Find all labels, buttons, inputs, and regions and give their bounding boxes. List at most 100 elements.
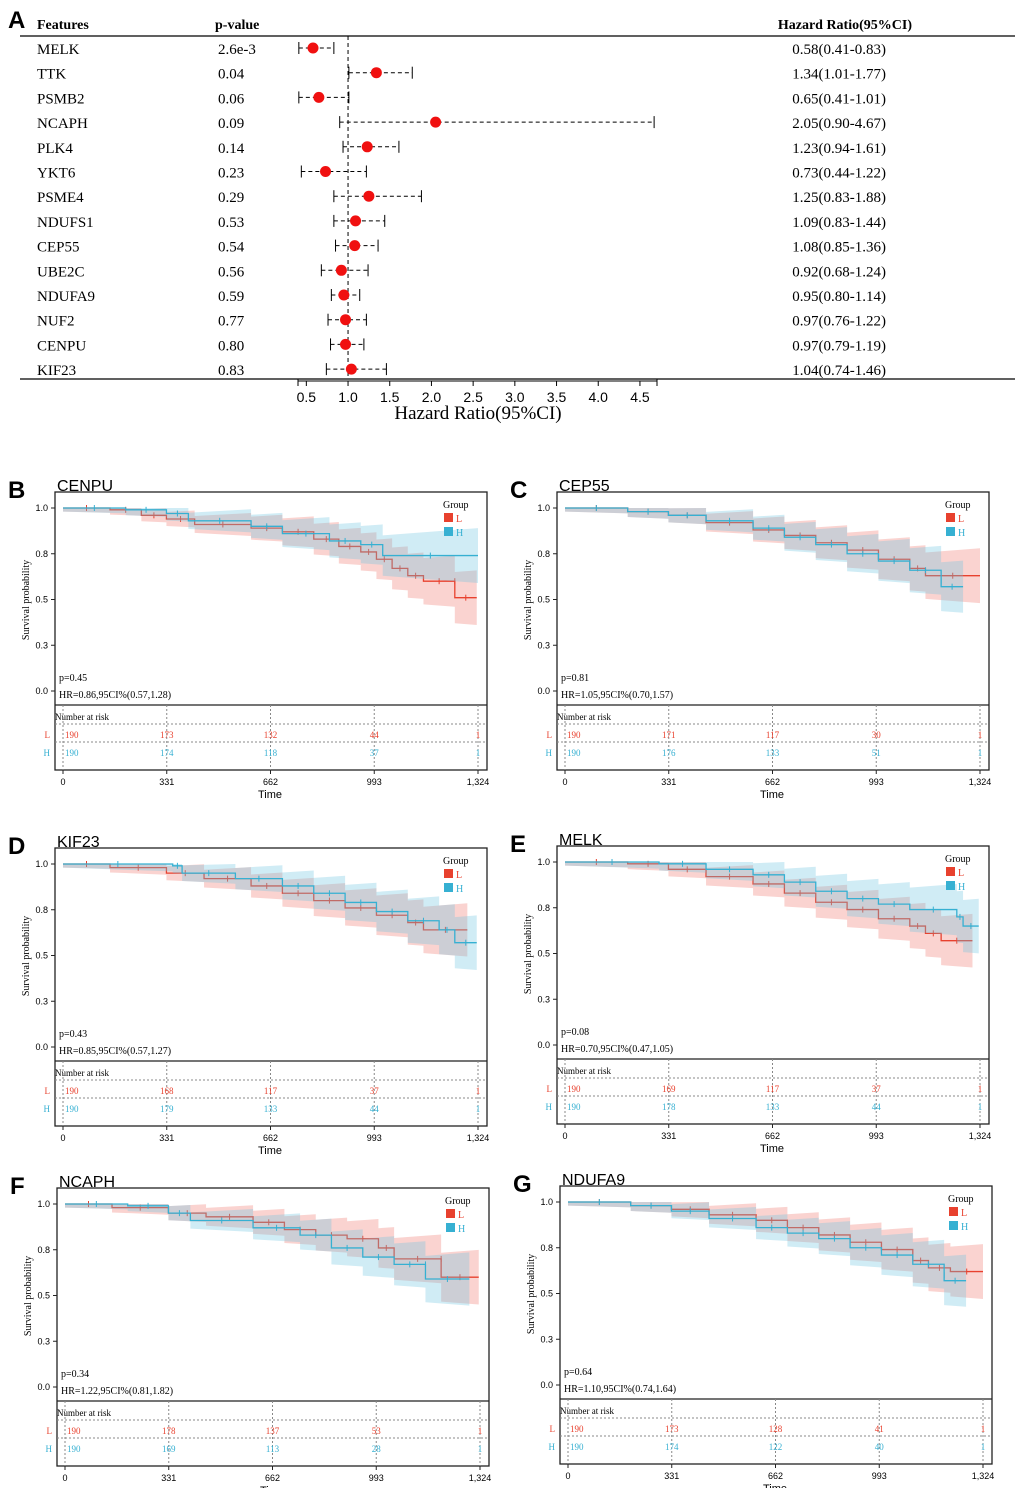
p-value: 0.23 [218,166,244,182]
legend-title: Group [948,1194,974,1205]
km-panel-f: F NCAPH 1.0 0.8 0.5 0.3 0.0 Survival probabilit… [10,1173,491,1488]
feature-label: NDUFS1 [37,215,94,231]
hazard-ratio-text: 1.04(0.74-1.46) [792,363,886,379]
hr-text: HR=1.22,95CI%(0.81,1.82) [61,1386,173,1397]
risk-count-H: 1 [978,1102,983,1112]
risk-count-H: 1 [476,1104,481,1114]
p-value: 0.54 [218,240,245,256]
y-tick-label: 0.3 [537,994,550,1004]
panel-title: MELK [559,832,603,849]
y-tick-label: 0.8 [537,903,550,913]
hr-point [338,289,350,301]
risk-count-L: 1 [978,1084,983,1094]
p-value: 0.06 [218,91,245,107]
x-tick-label: 1,324 [969,1131,992,1141]
risk-count-H: 28 [372,1444,382,1454]
x-tick-label: 1.5 [380,389,400,405]
p-value: 0.14 [218,141,245,157]
hr-point [340,314,352,326]
risk-count-L: 1 [978,730,983,740]
hazard-ratio-text: 0.73(0.44-1.22) [792,166,886,182]
hazard-ratio-text: 1.23(0.94-1.61) [792,141,886,157]
hr-point [307,42,319,54]
risk-count-L: 178 [162,1426,176,1436]
x-axis-title: Time [760,1143,784,1155]
panel-label-a: A [8,7,25,34]
p-value-text: p=0.81 [561,673,589,684]
feature-label: NUF2 [37,314,75,330]
feature-label: CEP55 [37,240,80,256]
risk-count-H: 113 [266,1444,280,1454]
legend-title: Group [445,1196,471,1207]
feature-label: UBE2C [37,264,85,280]
legend-label-L: L [456,870,462,881]
ci-band-L [63,864,468,957]
risk-count-H: 190 [567,1102,581,1112]
hr-point [350,215,362,227]
panel-label: D [8,833,25,860]
legend-swatch-H [946,881,955,890]
y-axis-title: Survival probability [526,1254,537,1334]
legend-swatch-L [444,513,453,522]
panel-title: CENPU [57,478,113,495]
x-tick-label: 993 [367,1133,382,1143]
x-tick-label: 0 [562,1131,567,1141]
risk-count-H: 122 [769,1442,783,1452]
risk-count-L: 30 [872,730,882,740]
feature-label: PLK4 [37,141,73,157]
risk-count-L: 1 [981,1424,986,1434]
y-axis-title: Survival probability [523,560,534,640]
risk-count-L: 132 [264,730,278,740]
survival-curve-H [65,1203,470,1280]
x-tick-label: 331 [159,777,174,787]
km-panel-g: G NDUFA9 1.0 0.8 0.5 0.3 0.0 Survival probabili… [513,1171,994,1488]
hazard-ratio-text: 2.05(0.90-4.67) [792,116,886,132]
x-tick-label: 331 [664,1471,679,1481]
risk-row-label-H: H [44,748,51,758]
x-tick-label: 1.0 [338,389,358,405]
x-tick-label: 1,324 [969,777,992,787]
legend-label-H: H [958,882,965,893]
x-tick-label: 0.5 [297,389,317,405]
y-tick-label: 0.5 [540,1289,553,1299]
risk-count-L: 171 [662,730,676,740]
hr-point [349,240,361,252]
x-tick-label: 0 [60,777,65,787]
risk-count-L: 190 [570,1424,584,1434]
hr-point [313,91,325,103]
p-value: 0.09 [218,116,244,132]
legend-swatch-H [949,1221,958,1230]
hazard-ratio-text: 0.92(0.68-1.24) [792,264,886,280]
legend-swatch-H [444,883,453,892]
p-value: 0.04 [218,67,245,83]
p-value-text: p=0.45 [59,673,87,684]
risk-count-H: 133 [766,1102,780,1112]
x-tick-label: 993 [869,777,884,787]
risk-count-L: 173 [160,730,174,740]
p-value-text: p=0.43 [59,1029,87,1040]
x-tick-label: 662 [263,1133,278,1143]
legend-title: Group [443,500,469,511]
x-tick-label: 1,324 [467,1133,490,1143]
y-tick-label: 0.3 [540,1334,553,1344]
risk-row-label-H: H [546,1102,553,1112]
risk-count-L: 117 [766,1084,780,1094]
legend-label-L: L [958,868,964,879]
x-tick-label: 662 [265,1473,280,1483]
x-axis-title: Time [258,789,282,801]
hr-text: HR=1.10,95CI%(0.74,1.64) [564,1384,676,1395]
risk-count-H: 133 [264,1104,278,1114]
x-tick-label: 3.5 [547,389,567,405]
panel-title: NDUFA9 [562,1172,625,1189]
ci-band-H [565,508,964,613]
y-tick-label: 0.5 [35,595,48,605]
risk-count-H: 190 [65,1104,79,1114]
x-axis-title: Time [258,1145,282,1157]
hr-point [430,116,442,128]
legend-swatch-L [446,1209,455,1218]
feature-label: KIF23 [37,363,76,379]
legend-label-H: H [456,528,463,539]
risk-table-title: Number at risk [557,712,611,722]
x-tick-label: 993 [872,1471,887,1481]
